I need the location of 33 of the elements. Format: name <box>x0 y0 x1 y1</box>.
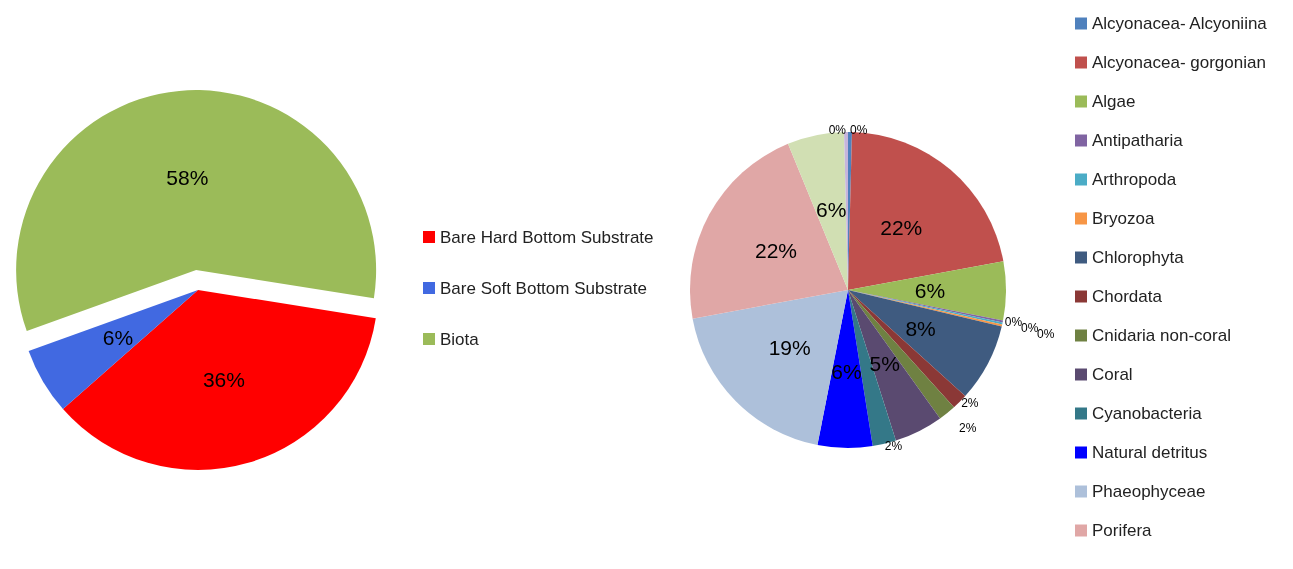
legend-label: Alcyonacea- Alcyoniina <box>1092 14 1268 33</box>
legend-label: Algae <box>1092 92 1136 111</box>
data-label: 0% <box>828 123 847 138</box>
legend-label: Bare Hard Bottom Substrate <box>440 227 654 247</box>
data-label: 0% <box>1037 326 1055 341</box>
legend-label: Bare Soft Bottom Substrate <box>440 278 647 298</box>
data-label: 2% <box>884 438 903 453</box>
legend-label: Cnidaria non-coral <box>1092 326 1231 345</box>
data-label: 36% <box>202 367 245 391</box>
legend-label: Chlorophyta <box>1092 248 1185 267</box>
data-label: 6% <box>914 279 946 303</box>
data-label: 2% <box>961 396 979 411</box>
data-label: 22% <box>880 216 923 240</box>
legend-label: Chordata <box>1092 287 1163 306</box>
data-label: 22% <box>755 239 798 263</box>
legend-label: Phaeophyceae <box>1092 482 1206 501</box>
legend-label: Porifera <box>1092 521 1153 540</box>
legend-label: Biota <box>440 329 480 349</box>
legend-label: Antipatharia <box>1092 131 1184 150</box>
data-label: 6% <box>102 325 134 349</box>
legend-label: Arthropoda <box>1092 170 1177 189</box>
data-label: 58% <box>166 166 209 189</box>
data-label: 6% <box>831 360 862 384</box>
data-label: 19% <box>768 336 811 360</box>
legend-label: Coral <box>1092 365 1133 384</box>
legend-label: Cyanobacteria <box>1092 404 1203 423</box>
data-label: 5% <box>869 351 900 375</box>
legend-label: Bryozoa <box>1092 209 1155 228</box>
legend-label: Natural detritus <box>1092 443 1208 462</box>
data-label: 2% <box>959 420 977 435</box>
data-label: 6% <box>815 198 847 222</box>
legend-label: Alcyonacea- gorgonian <box>1092 53 1266 72</box>
data-label: 8% <box>905 316 936 340</box>
